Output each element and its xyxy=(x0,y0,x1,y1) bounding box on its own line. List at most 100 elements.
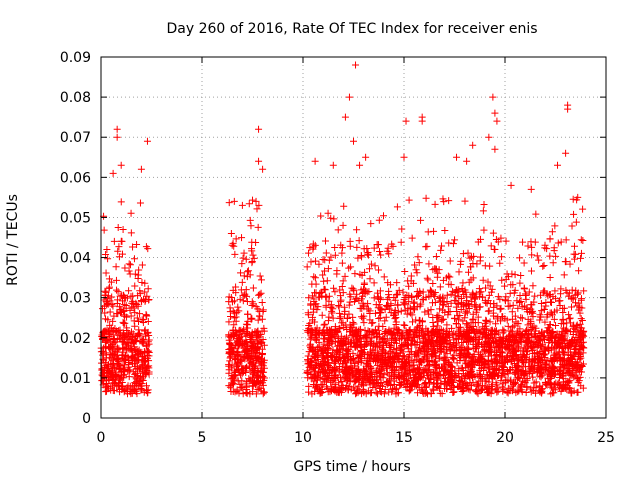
data-point xyxy=(404,305,412,313)
data-point xyxy=(343,333,351,341)
data-point xyxy=(530,338,538,346)
data-point xyxy=(551,365,559,373)
data-point xyxy=(410,299,418,307)
data-point xyxy=(136,310,144,318)
data-point xyxy=(579,349,587,357)
data-point xyxy=(107,278,115,286)
data-point xyxy=(408,357,416,365)
data-point xyxy=(491,245,499,253)
data-point xyxy=(436,305,444,313)
data-point xyxy=(98,366,106,374)
data-point xyxy=(490,303,498,311)
data-point xyxy=(98,305,106,313)
data-point xyxy=(429,380,437,388)
data-point xyxy=(144,245,152,253)
data-point xyxy=(448,362,456,370)
data-point xyxy=(229,349,237,357)
data-point xyxy=(238,356,246,364)
data-point xyxy=(507,281,515,289)
data-point xyxy=(537,300,545,308)
data-point xyxy=(244,310,252,318)
data-point xyxy=(441,308,449,316)
data-point xyxy=(130,386,138,394)
data-point xyxy=(255,157,263,165)
data-point xyxy=(143,292,151,300)
data-point xyxy=(113,356,121,364)
data-point xyxy=(109,317,117,325)
data-point xyxy=(446,273,454,281)
data-point xyxy=(568,286,576,294)
data-point xyxy=(226,304,234,312)
data-point xyxy=(564,105,572,113)
data-point xyxy=(405,196,413,204)
data-point xyxy=(245,200,253,208)
data-point xyxy=(117,237,125,245)
data-point xyxy=(517,297,525,305)
data-point xyxy=(230,347,238,355)
data-point xyxy=(540,305,548,313)
data-point xyxy=(249,284,257,292)
data-point xyxy=(491,145,499,153)
data-point xyxy=(391,315,399,323)
data-point xyxy=(512,389,520,397)
data-point xyxy=(130,304,138,312)
data-point xyxy=(105,331,113,339)
data-point xyxy=(575,267,583,275)
data-point xyxy=(246,390,254,398)
data-point xyxy=(135,318,143,326)
data-point xyxy=(560,304,568,312)
data-point xyxy=(120,366,128,374)
data-point xyxy=(380,390,388,398)
y-tick-label: 0.07 xyxy=(60,130,91,146)
data-point xyxy=(480,226,488,234)
data-point xyxy=(236,295,244,303)
data-point xyxy=(456,260,464,268)
data-point xyxy=(239,297,247,305)
data-point xyxy=(259,306,267,314)
data-point xyxy=(345,264,353,272)
data-point xyxy=(119,357,127,365)
data-point xyxy=(131,360,139,368)
data-point xyxy=(417,216,425,224)
data-point xyxy=(226,383,234,391)
data-point xyxy=(249,358,257,366)
data-point xyxy=(405,298,413,306)
data-point xyxy=(232,235,240,243)
data-point xyxy=(255,201,263,209)
data-point xyxy=(115,382,123,390)
data-point xyxy=(488,381,496,389)
data-point xyxy=(568,336,576,344)
data-point xyxy=(527,185,535,193)
data-point xyxy=(572,218,580,226)
data-point xyxy=(125,267,133,275)
data-point xyxy=(320,277,328,285)
data-point xyxy=(549,364,557,372)
data-point xyxy=(329,314,337,322)
y-tick-label: 0 xyxy=(82,411,91,427)
data-point xyxy=(258,351,266,359)
data-point xyxy=(436,283,444,291)
data-point xyxy=(116,375,124,383)
data-point xyxy=(252,197,260,205)
data-point xyxy=(531,292,539,300)
data-point xyxy=(306,244,314,252)
data-point xyxy=(338,365,346,373)
data-point xyxy=(133,332,141,340)
data-point xyxy=(258,299,266,307)
data-point xyxy=(345,93,353,101)
data-point xyxy=(580,327,588,335)
data-point xyxy=(327,253,335,261)
data-point xyxy=(503,388,511,396)
data-point xyxy=(107,382,115,390)
data-point xyxy=(464,346,472,354)
data-point xyxy=(429,385,437,393)
data-point xyxy=(409,318,417,326)
data-point xyxy=(226,340,234,348)
data-point xyxy=(233,339,241,347)
data-point xyxy=(229,326,237,334)
data-point xyxy=(552,252,560,260)
data-point xyxy=(336,314,344,322)
data-point xyxy=(129,243,137,251)
data-point xyxy=(529,373,537,381)
y-axis-label: ROTI / TECUs xyxy=(5,194,21,286)
